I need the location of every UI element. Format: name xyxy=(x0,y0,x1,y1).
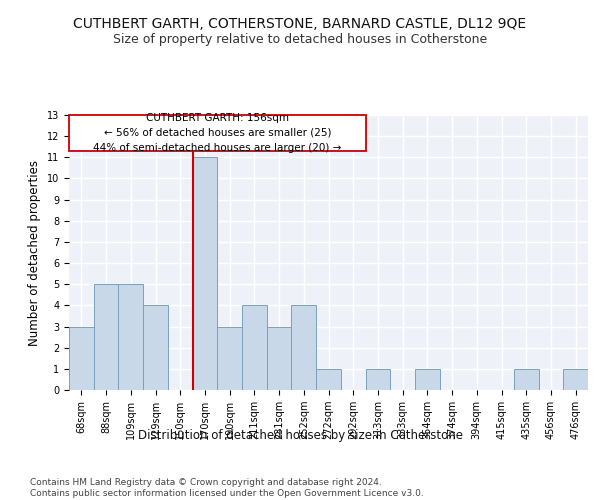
Bar xyxy=(118,284,143,390)
Bar xyxy=(514,369,539,390)
Text: Contains HM Land Registry data © Crown copyright and database right 2024.
Contai: Contains HM Land Registry data © Crown c… xyxy=(30,478,424,498)
Bar xyxy=(365,369,390,390)
Bar xyxy=(217,326,242,390)
Bar xyxy=(563,369,588,390)
Bar xyxy=(143,306,168,390)
Bar xyxy=(69,326,94,390)
Text: Size of property relative to detached houses in Cotherstone: Size of property relative to detached ho… xyxy=(113,32,487,46)
Text: CUTHBERT GARTH, COTHERSTONE, BARNARD CASTLE, DL12 9QE: CUTHBERT GARTH, COTHERSTONE, BARNARD CAS… xyxy=(73,18,527,32)
Text: Distribution of detached houses by size in Cotherstone: Distribution of detached houses by size … xyxy=(137,428,463,442)
Bar xyxy=(94,284,118,390)
Text: CUTHBERT GARTH: 156sqm
← 56% of detached houses are smaller (25)
44% of semi-det: CUTHBERT GARTH: 156sqm ← 56% of detached… xyxy=(93,113,341,153)
FancyBboxPatch shape xyxy=(69,115,365,151)
Bar xyxy=(267,326,292,390)
Bar xyxy=(316,369,341,390)
Bar xyxy=(415,369,440,390)
Bar xyxy=(242,306,267,390)
Y-axis label: Number of detached properties: Number of detached properties xyxy=(28,160,41,346)
Bar xyxy=(193,158,217,390)
Bar xyxy=(292,306,316,390)
